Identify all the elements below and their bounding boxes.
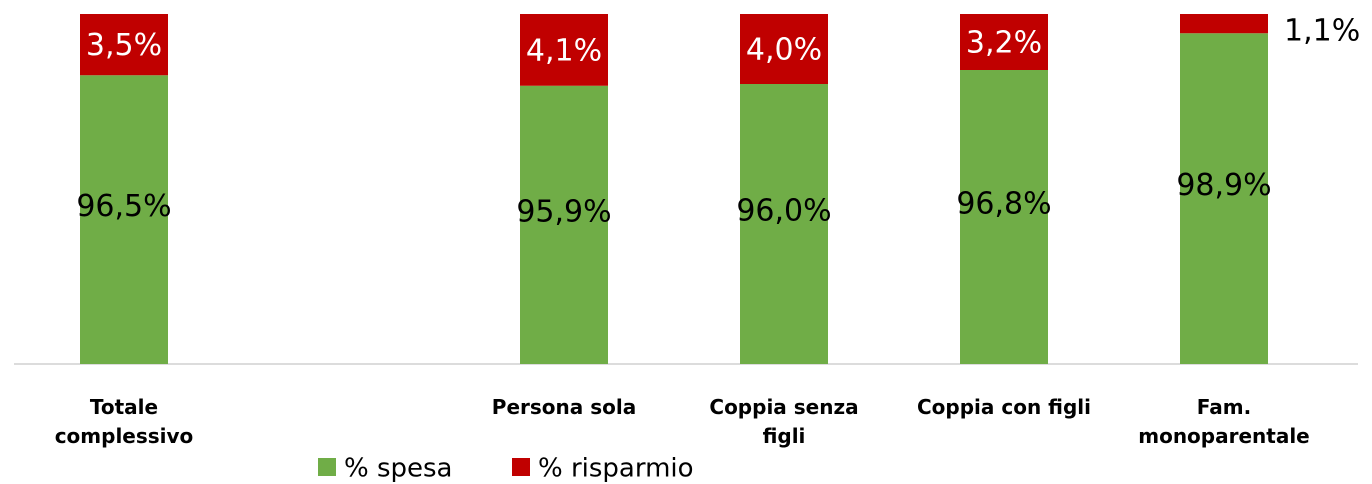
data-label: 95,9%: [516, 194, 611, 229]
legend-swatch: [318, 458, 336, 476]
data-label: 4,0%: [746, 33, 822, 68]
bar-segment: [520, 14, 608, 86]
data-label: 4,1%: [526, 33, 602, 68]
data-label: 1,1%: [1284, 14, 1360, 49]
legend-label: % spesa: [344, 454, 453, 484]
x-tick-label: Coppia senza figli: [709, 395, 859, 448]
legend-swatch: [512, 458, 530, 476]
bar-segment: [960, 70, 1048, 364]
bar-segment: [80, 75, 168, 364]
data-label: 96,5%: [76, 189, 171, 224]
bar-segment: [740, 84, 828, 364]
data-label: 3,2%: [966, 26, 1042, 61]
data-label: 98,9%: [1176, 168, 1271, 203]
bar-segment: [960, 14, 1048, 70]
bar-segment: [1180, 33, 1268, 364]
x-tick-label: Coppia con figli: [916, 395, 1091, 419]
x-tick-label: Totale complessivo: [54, 395, 194, 448]
legend-label: % risparmio: [538, 454, 694, 484]
x-tick-label: Persona sola: [491, 395, 637, 419]
data-label: 96,8%: [956, 187, 1051, 222]
x-tick-label: Fam. monoparentale: [1138, 395, 1310, 448]
data-label: 96,0%: [736, 194, 831, 229]
bar-segment: [520, 85, 608, 364]
data-label: 3,5%: [86, 28, 162, 63]
bar-segment: [1180, 14, 1268, 34]
bar-segment: [740, 14, 828, 84]
bar-segment: [80, 14, 168, 76]
